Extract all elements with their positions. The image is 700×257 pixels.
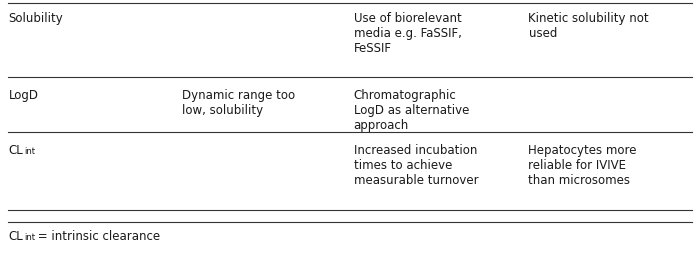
Text: LogD: LogD <box>8 89 38 102</box>
Text: Increased incubation
times to achieve
measurable turnover: Increased incubation times to achieve me… <box>354 144 478 187</box>
Text: Use of biorelevant
media e.g. FaSSIF,
FeSSIF: Use of biorelevant media e.g. FaSSIF, Fe… <box>354 12 461 55</box>
Text: CL: CL <box>8 230 23 243</box>
Text: CL: CL <box>8 144 23 157</box>
Text: Hepatocytes more
reliable for IVIVE
than microsomes: Hepatocytes more reliable for IVIVE than… <box>528 144 637 187</box>
Text: Dynamic range too
low, solubility: Dynamic range too low, solubility <box>182 89 295 117</box>
Text: int: int <box>25 233 36 242</box>
Text: Chromatographic
LogD as alternative
approach: Chromatographic LogD as alternative appr… <box>354 89 469 132</box>
Text: int: int <box>25 147 36 156</box>
Text: Solubility: Solubility <box>8 12 63 25</box>
Text: = intrinsic clearance: = intrinsic clearance <box>34 230 160 243</box>
Text: Kinetic solubility not
used: Kinetic solubility not used <box>528 12 649 40</box>
